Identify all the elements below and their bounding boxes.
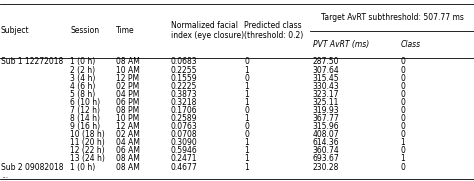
Text: 287.50: 287.50 (313, 57, 339, 66)
Text: 0.2589: 0.2589 (171, 114, 197, 123)
Text: 0: 0 (401, 66, 405, 75)
Text: 323.17: 323.17 (313, 90, 339, 99)
Text: 0.2471: 0.2471 (171, 154, 197, 163)
Text: 319.93: 319.93 (313, 106, 339, 115)
Text: 1: 1 (244, 154, 249, 163)
Text: 1: 1 (244, 90, 249, 99)
Text: 330.43: 330.43 (313, 82, 339, 91)
Text: 360.74: 360.74 (313, 146, 339, 155)
Text: 6 (10 h): 6 (10 h) (70, 98, 100, 107)
Text: 12 AM: 12 AM (116, 122, 140, 131)
Text: 0: 0 (401, 98, 405, 107)
Text: 0: 0 (244, 57, 249, 66)
Text: 3 (4 h): 3 (4 h) (70, 74, 96, 83)
Text: 4 (6 h): 4 (6 h) (70, 82, 96, 91)
Text: 0: 0 (401, 114, 405, 123)
Text: 02 PM: 02 PM (116, 82, 139, 91)
Text: 9 (16 h): 9 (16 h) (70, 122, 100, 131)
Text: 0.3873: 0.3873 (171, 90, 197, 99)
Text: 0: 0 (244, 74, 249, 83)
Text: 1: 1 (401, 154, 405, 163)
Text: 307.64: 307.64 (313, 66, 339, 75)
Text: 1: 1 (244, 98, 249, 107)
Text: 0: 0 (244, 130, 249, 139)
Text: 04 AM: 04 AM (116, 138, 140, 147)
Text: 0.5946: 0.5946 (171, 146, 197, 155)
Text: 315.96: 315.96 (313, 122, 339, 131)
Text: 0.0683: 0.0683 (171, 57, 197, 66)
Text: 12 (22 h): 12 (22 h) (70, 146, 105, 155)
Text: 0: 0 (401, 106, 405, 115)
Text: 0: 0 (401, 130, 405, 139)
Text: 8 (14 h): 8 (14 h) (70, 114, 100, 123)
Text: 2 (2 h): 2 (2 h) (70, 66, 95, 75)
Text: 0.1706: 0.1706 (171, 106, 197, 115)
Text: 10 AM: 10 AM (116, 66, 140, 75)
Text: 0: 0 (401, 57, 405, 66)
Text: 0.0708: 0.0708 (171, 130, 197, 139)
Text: 0.3090: 0.3090 (171, 138, 197, 147)
Text: 06 PM: 06 PM (116, 98, 139, 107)
Text: 0: 0 (401, 163, 405, 172)
Text: 0: 0 (401, 146, 405, 155)
Text: 1 (0 h): 1 (0 h) (70, 163, 95, 172)
Text: 10 (18 h): 10 (18 h) (70, 130, 105, 139)
Text: Class: Class (401, 40, 420, 49)
Text: 693.67: 693.67 (313, 154, 339, 163)
Text: Sub 2 09082018: Sub 2 09082018 (1, 163, 64, 172)
Text: 325.11: 325.11 (313, 98, 339, 107)
Text: ...: ... (1, 171, 8, 180)
Text: 0: 0 (244, 122, 249, 131)
Text: 315.45: 315.45 (313, 74, 339, 83)
Text: Predicted class
(threshold: 0.2): Predicted class (threshold: 0.2) (244, 21, 303, 41)
Text: 367.77: 367.77 (313, 114, 339, 123)
Text: 12 PM: 12 PM (116, 74, 139, 83)
Text: 0.4677: 0.4677 (171, 163, 197, 172)
Text: 0.1559: 0.1559 (171, 74, 197, 83)
Text: 1: 1 (244, 66, 249, 75)
Text: 1: 1 (401, 138, 405, 147)
Text: 230.28: 230.28 (313, 163, 339, 172)
Text: 1: 1 (244, 114, 249, 123)
Text: 0: 0 (244, 106, 249, 115)
Text: 13 (24 h): 13 (24 h) (70, 154, 105, 163)
Text: PVT AvRT (ms): PVT AvRT (ms) (313, 40, 369, 49)
Text: 0: 0 (401, 82, 405, 91)
Text: Subject: Subject (1, 26, 29, 35)
Text: 1: 1 (244, 138, 249, 147)
Text: 10 PM: 10 PM (116, 114, 139, 123)
Text: 614.36: 614.36 (313, 138, 339, 147)
Text: Normalized facial
index (eye closure): Normalized facial index (eye closure) (171, 21, 244, 41)
Text: 0: 0 (401, 122, 405, 131)
Text: 08 PM: 08 PM (116, 106, 139, 115)
Text: 7 (12 h): 7 (12 h) (70, 106, 100, 115)
Text: 0.3218: 0.3218 (171, 98, 197, 107)
Text: 0: 0 (401, 74, 405, 83)
Text: 0.2255: 0.2255 (171, 66, 197, 75)
Text: 408.07: 408.07 (313, 130, 339, 139)
Text: Target AvRT subthreshold: 507.77 ms: Target AvRT subthreshold: 507.77 ms (321, 13, 464, 22)
Text: 02 AM: 02 AM (116, 130, 140, 139)
Text: Time: Time (116, 26, 135, 35)
Text: 0.0763: 0.0763 (171, 122, 197, 131)
Text: Session: Session (70, 26, 99, 35)
Text: 0.2225: 0.2225 (171, 82, 197, 91)
Text: 1: 1 (244, 163, 249, 172)
Text: 04 PM: 04 PM (116, 90, 139, 99)
Text: 5 (8 h): 5 (8 h) (70, 90, 95, 99)
Text: 1 (0 h): 1 (0 h) (70, 57, 95, 66)
Text: Sub 1 12272018: Sub 1 12272018 (1, 57, 63, 66)
Text: 11 (20 h): 11 (20 h) (70, 138, 105, 147)
Text: 06 AM: 06 AM (116, 146, 140, 155)
Text: 08 AM: 08 AM (116, 163, 140, 172)
Text: 1: 1 (244, 146, 249, 155)
Text: 08 AM: 08 AM (116, 154, 140, 163)
Text: 1: 1 (244, 82, 249, 91)
Text: 08 AM: 08 AM (116, 57, 140, 66)
Text: 0: 0 (401, 90, 405, 99)
